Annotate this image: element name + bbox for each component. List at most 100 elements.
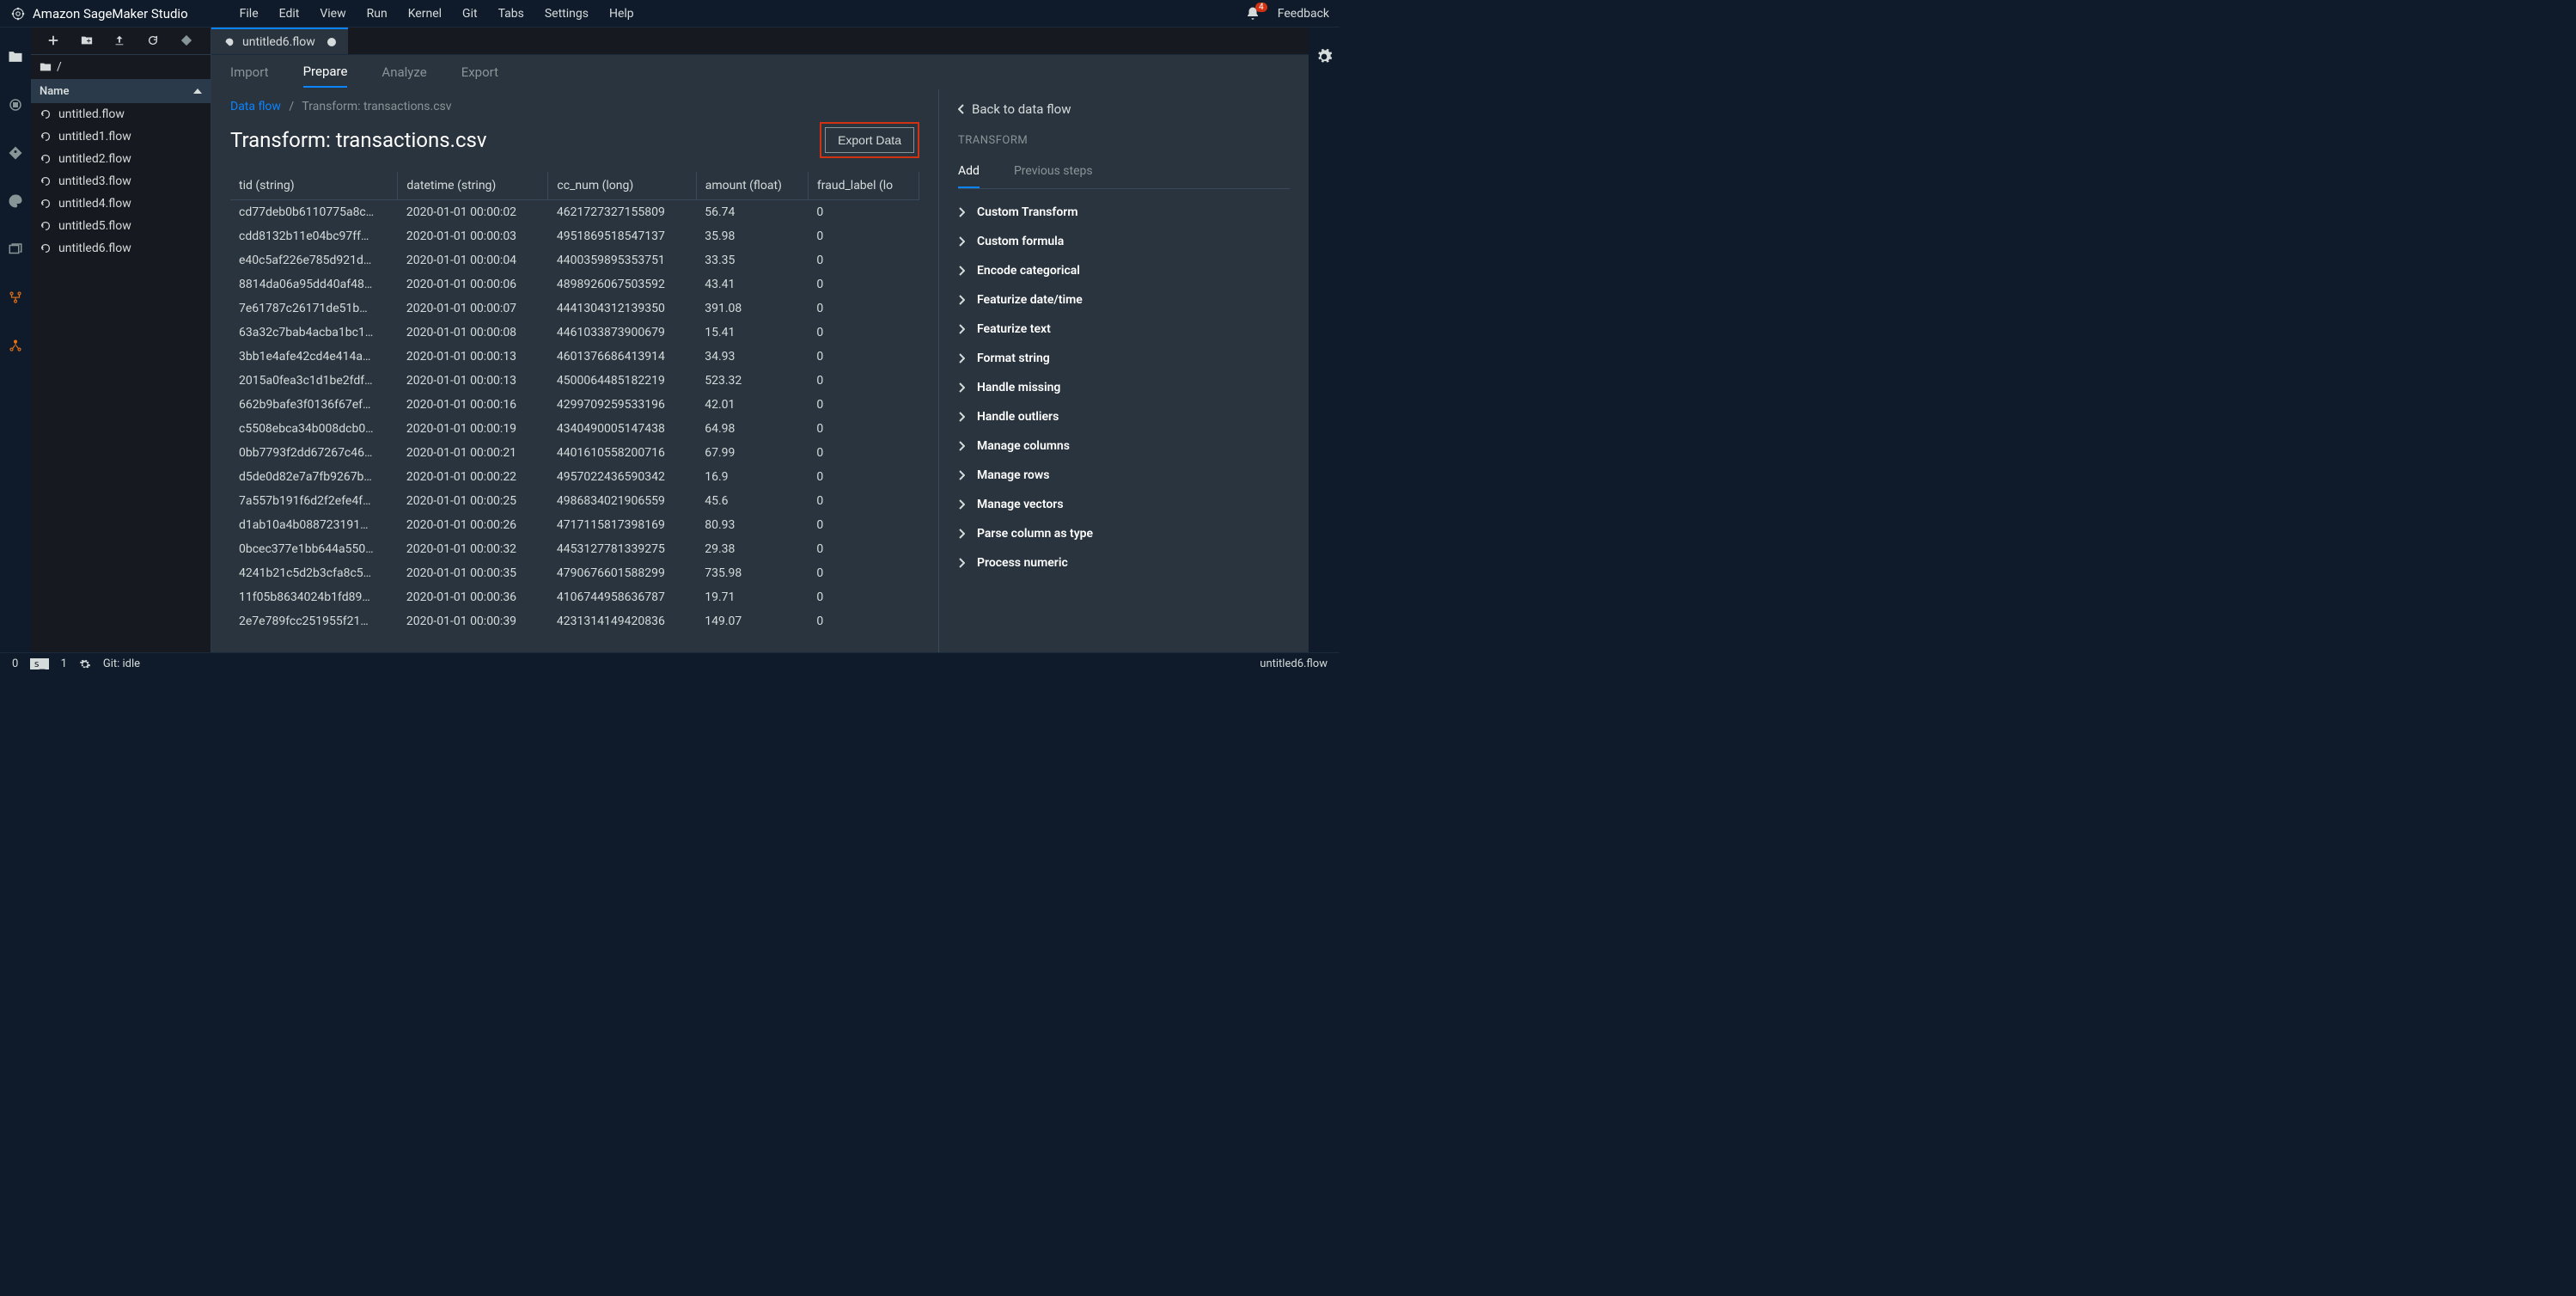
- menu-view[interactable]: View: [320, 7, 345, 21]
- table-cell: 4717115817398169: [548, 513, 696, 537]
- new-folder-icon[interactable]: [81, 34, 95, 48]
- column-header[interactable]: datetime (string): [398, 172, 548, 200]
- file-item[interactable]: untitled4.flow: [31, 193, 211, 215]
- menu-help[interactable]: Help: [609, 7, 634, 21]
- app-logo: Amazon SageMaker Studio: [10, 6, 188, 21]
- transform-item[interactable]: Manage columns: [958, 431, 1290, 461]
- terminal-icon[interactable]: s_: [30, 658, 48, 669]
- file-item[interactable]: untitled3.flow: [31, 170, 211, 193]
- column-header[interactable]: amount (float): [696, 172, 808, 200]
- table-cell: 0: [808, 345, 919, 369]
- table-cell: 4790676601588299: [548, 561, 696, 585]
- table-pane: Data flow / Transform: transactions.csv …: [211, 89, 939, 652]
- transform-item[interactable]: Parse column as type: [958, 519, 1290, 548]
- menu-run[interactable]: Run: [367, 7, 388, 21]
- menu-file[interactable]: File: [240, 7, 259, 21]
- subtab-analyze[interactable]: Analyze: [382, 58, 426, 87]
- transform-item[interactable]: Custom Transform: [958, 198, 1290, 227]
- table-cell: 0: [808, 200, 919, 225]
- table-cell: 2020-01-01 00:00:36: [398, 585, 548, 609]
- running-tab-icon[interactable]: [7, 96, 24, 113]
- menu-edit[interactable]: Edit: [279, 7, 300, 21]
- editor-tab[interactable]: untitled6.flow: [211, 28, 348, 54]
- notification-badge: 4: [1255, 3, 1267, 12]
- upload-icon[interactable]: [113, 34, 127, 48]
- table-cell: 2020-01-01 00:00:02: [398, 200, 548, 225]
- status-left-2: 1: [61, 657, 67, 670]
- table-cell: 0: [808, 537, 919, 561]
- new-launcher-icon[interactable]: [47, 34, 61, 48]
- breadcrumb-separator: /: [289, 100, 294, 113]
- folder-icon[interactable]: [40, 61, 52, 73]
- file-item[interactable]: untitled5.flow: [31, 215, 211, 237]
- table-row: d5de0d82e7a7fb9267b…2020-01-01 00:00:224…: [230, 465, 919, 489]
- table-cell: e40c5af226e785d921d…: [230, 248, 398, 272]
- git-tab-icon[interactable]: [7, 144, 24, 162]
- transform-item[interactable]: Manage vectors: [958, 490, 1290, 519]
- column-header[interactable]: cc_num (long): [548, 172, 696, 200]
- transform-item[interactable]: Handle outliers: [958, 402, 1290, 431]
- pipelines-tab-icon[interactable]: [7, 337, 24, 354]
- file-browser-header[interactable]: Name: [31, 79, 211, 103]
- breadcrumb-current: Transform: transactions.csv: [302, 100, 451, 113]
- file-name: untitled3.flow: [58, 174, 131, 188]
- menu-settings[interactable]: Settings: [545, 7, 589, 21]
- file-item[interactable]: untitled6.flow: [31, 237, 211, 260]
- file-item[interactable]: untitled1.flow: [31, 125, 211, 148]
- transform-label: Process numeric: [977, 556, 1068, 570]
- transform-tab-previous-steps[interactable]: Previous steps: [1014, 159, 1093, 188]
- table-cell: 16.9: [696, 465, 808, 489]
- menu-git[interactable]: Git: [462, 7, 478, 21]
- tabs-tab-icon[interactable]: [7, 241, 24, 258]
- flow-file-icon: [40, 175, 52, 187]
- menu-tabs[interactable]: Tabs: [498, 7, 524, 21]
- notification-button[interactable]: 4: [1245, 6, 1261, 21]
- git-clone-icon[interactable]: [180, 34, 194, 48]
- menu-items: File Edit View Run Kernel Git Tabs Settings Help: [240, 7, 634, 21]
- components-tab-icon[interactable]: [7, 289, 24, 306]
- table-cell: 4453127781339275: [548, 537, 696, 561]
- file-item[interactable]: untitled.flow: [31, 103, 211, 125]
- subtab-import[interactable]: Import: [230, 58, 269, 87]
- column-header[interactable]: fraud_label (lo: [808, 172, 919, 200]
- breadcrumb-root[interactable]: /: [57, 60, 62, 74]
- chevron-right-icon: [958, 441, 968, 451]
- chevron-right-icon: [958, 529, 968, 539]
- menu-kernel[interactable]: Kernel: [408, 7, 442, 21]
- transform-tab-add[interactable]: Add: [958, 159, 980, 188]
- export-data-button[interactable]: Export Data: [825, 127, 914, 153]
- file-browser-toolbar: [31, 28, 211, 55]
- refresh-icon[interactable]: [147, 34, 161, 48]
- table-row: 63a32c7bab4acba1bc1…2020-01-01 00:00:084…: [230, 321, 919, 345]
- breadcrumb-dataflow-link[interactable]: Data flow: [230, 100, 281, 113]
- table-cell: 4340490005147438: [548, 417, 696, 441]
- transform-item[interactable]: Custom formula: [958, 227, 1290, 256]
- gear-icon[interactable]: [1315, 48, 1333, 65]
- transform-item[interactable]: Handle missing: [958, 373, 1290, 402]
- file-item[interactable]: untitled2.flow: [31, 148, 211, 170]
- transform-item[interactable]: Encode categorical: [958, 256, 1290, 285]
- column-header[interactable]: tid (string): [230, 172, 398, 200]
- feedback-link[interactable]: Feedback: [1278, 7, 1329, 21]
- table-cell: 4951869518547137: [548, 224, 696, 248]
- git-status[interactable]: Git: idle: [103, 657, 140, 670]
- file-browser: / Name untitled.flowuntitled1.flow untitl…: [31, 28, 211, 652]
- subtab-export[interactable]: Export: [461, 58, 498, 87]
- transform-item[interactable]: Manage rows: [958, 461, 1290, 490]
- table-cell: 2020-01-01 00:00:21: [398, 441, 548, 465]
- table-cell: 0: [808, 248, 919, 272]
- data-table-wrap[interactable]: tid (string)datetime (string)cc_num (lon…: [211, 172, 938, 652]
- file-name: untitled2.flow: [58, 152, 131, 166]
- table-cell: 2020-01-01 00:00:26: [398, 513, 548, 537]
- subtab-prepare[interactable]: Prepare: [303, 57, 348, 88]
- table-cell: cd77deb0b6110775a8c…: [230, 200, 398, 225]
- file-browser-tab-icon[interactable]: [7, 48, 24, 65]
- transform-item[interactable]: Featurize text: [958, 315, 1290, 344]
- transform-item[interactable]: Process numeric: [958, 548, 1290, 578]
- kernel-gear-icon[interactable]: [79, 658, 91, 670]
- table-cell: 2020-01-01 00:00:13: [398, 369, 548, 393]
- transform-item[interactable]: Format string: [958, 344, 1290, 373]
- transform-item[interactable]: Featurize date/time: [958, 285, 1290, 315]
- palette-tab-icon[interactable]: [7, 193, 24, 210]
- back-to-dataflow-button[interactable]: Back to data flow: [958, 101, 1290, 117]
